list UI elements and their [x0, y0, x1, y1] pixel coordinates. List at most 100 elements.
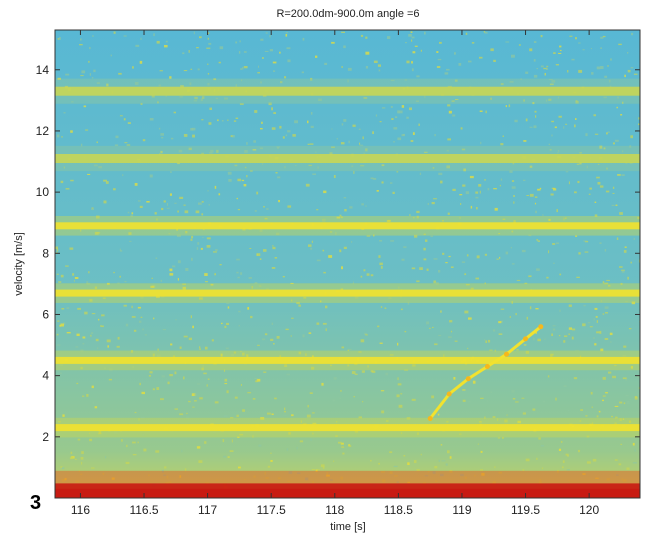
noise-speck: [537, 338, 541, 342]
noise-speck: [256, 253, 261, 256]
noise-speck: [498, 471, 502, 474]
plot-background: [55, 30, 640, 498]
noise-speck: [593, 318, 595, 321]
noise-speck: [172, 265, 176, 268]
noise-speck: [622, 418, 625, 420]
noise-speck: [244, 166, 247, 169]
noise-speck: [142, 433, 145, 436]
noise-speck: [205, 482, 210, 484]
noise-speck: [336, 138, 338, 140]
noise-speck: [585, 415, 588, 417]
noise-speck: [620, 282, 623, 286]
noise-speck: [494, 349, 496, 352]
noise-speck: [239, 433, 244, 436]
noise-speck: [610, 341, 612, 343]
noise-speck: [353, 396, 355, 398]
noise-speck: [624, 246, 627, 248]
band: [55, 86, 640, 96]
noise-speck: [442, 252, 445, 255]
noise-speck: [365, 334, 368, 336]
noise-speck: [265, 32, 268, 34]
noise-speck: [416, 215, 419, 219]
noise-speck: [595, 316, 598, 318]
noise-speck: [264, 217, 268, 220]
noise-speck: [69, 456, 74, 460]
noise-speck: [106, 339, 111, 343]
noise-speck: [450, 266, 454, 268]
noise-speck: [427, 202, 429, 206]
noise-speck: [590, 48, 592, 50]
noise-speck: [237, 178, 241, 182]
noise-speck: [515, 313, 517, 316]
noise-speck: [629, 398, 632, 401]
noise-speck: [411, 36, 415, 39]
noise-speck: [236, 258, 240, 261]
noise-speck: [584, 251, 589, 253]
noise-speck: [89, 438, 93, 442]
noise-speck: [588, 193, 591, 195]
noise-speck: [221, 322, 223, 325]
noise-speck: [103, 179, 107, 182]
noise-speck: [523, 344, 527, 346]
noise-speck: [536, 239, 539, 241]
noise-speck: [142, 328, 144, 331]
noise-speck: [161, 137, 164, 139]
noise-speck: [440, 473, 444, 477]
noise-speck: [59, 324, 62, 327]
noise-speck: [559, 45, 562, 48]
noise-speck: [608, 79, 611, 83]
noise-speck: [548, 143, 551, 146]
noise-speck: [416, 469, 420, 472]
noise-speck: [505, 41, 510, 43]
noise-speck: [551, 80, 556, 83]
noise-speck: [121, 439, 123, 442]
noise-speck: [431, 402, 434, 404]
noise-speck: [214, 401, 219, 404]
noise-speck: [372, 177, 377, 180]
noise-speck: [629, 420, 632, 423]
noise-speck: [246, 354, 249, 357]
noise-speck: [65, 265, 69, 267]
noise-speck: [316, 322, 320, 325]
noise-speck: [94, 286, 98, 289]
noise-speck: [540, 35, 543, 38]
noise-speck: [362, 401, 364, 403]
noise-speck: [236, 414, 239, 417]
noise-speck: [632, 442, 635, 446]
noise-speck: [71, 101, 74, 103]
noise-speck: [158, 127, 161, 130]
noise-speck: [433, 198, 437, 200]
noise-speck: [569, 35, 573, 37]
noise-speck: [241, 79, 243, 82]
noise-speck: [235, 117, 239, 119]
noise-speck: [526, 316, 528, 320]
noise-speck: [544, 338, 546, 340]
noise-speck: [348, 140, 350, 144]
y-tick-label: 10: [36, 185, 50, 199]
noise-speck: [284, 407, 286, 411]
noise-speck: [602, 281, 605, 284]
noise-speck: [625, 395, 629, 397]
noise-speck: [169, 273, 174, 276]
trace-point: [504, 351, 509, 357]
noise-speck: [182, 283, 186, 286]
noise-speck: [475, 191, 479, 194]
noise-speck: [203, 228, 205, 231]
noise-speck: [535, 331, 537, 334]
noise-speck: [129, 240, 132, 242]
noise-speck: [88, 60, 90, 63]
noise-speck: [586, 165, 588, 169]
noise-speck: [174, 202, 177, 204]
noise-speck: [226, 303, 230, 304]
noise-speck: [117, 282, 120, 284]
noise-speck: [160, 150, 163, 154]
noise-speck: [434, 343, 438, 346]
horizontal-bands: [55, 78, 640, 498]
noise-speck: [359, 144, 364, 146]
noise-speck: [529, 48, 533, 52]
noise-speck: [622, 101, 624, 104]
noise-speck: [612, 186, 615, 189]
noise-speck: [385, 372, 389, 376]
noise-speck: [596, 320, 598, 323]
noise-speck: [404, 79, 408, 81]
